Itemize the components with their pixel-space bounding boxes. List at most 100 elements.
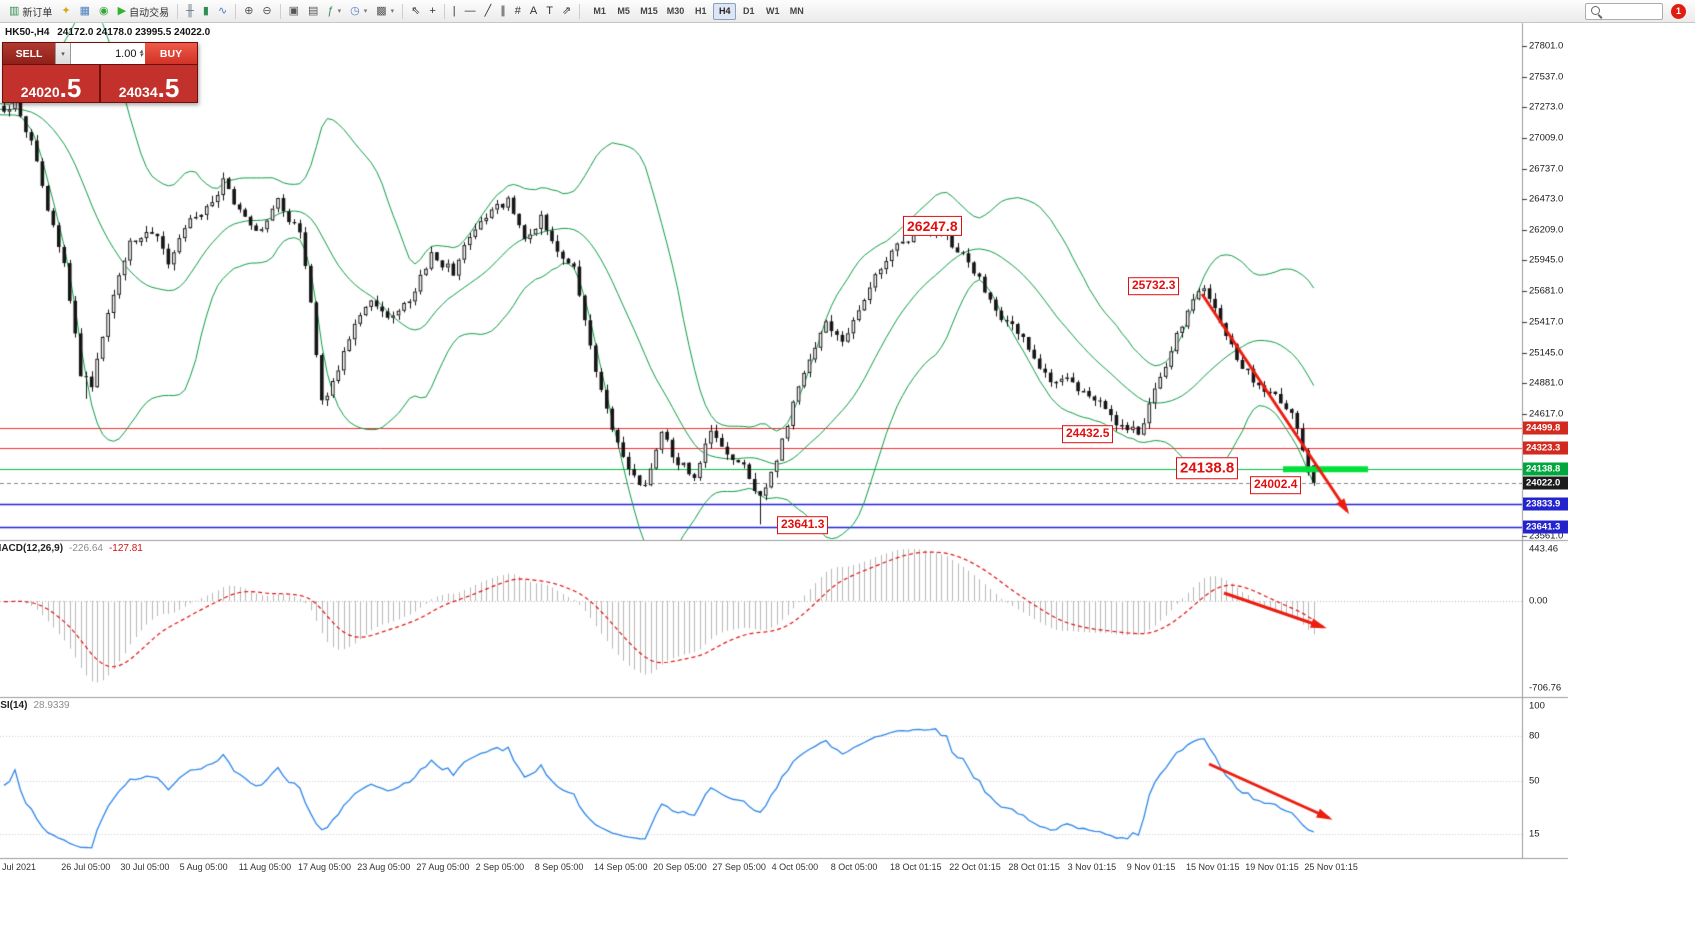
- time-axis-label: Jul 2021: [2, 862, 37, 872]
- rsi-title: RSI(14): [0, 700, 28, 711]
- templates-icon: ▩: [376, 4, 387, 17]
- timeframe-m1[interactable]: M1: [593, 6, 606, 16]
- one-click-trading-panel: SELL ▾ 1.00 ▴ ▾ BUY 24020.5 24034.5: [2, 42, 198, 103]
- sell-price[interactable]: 24020.5: [3, 65, 99, 102]
- new-order-button[interactable]: ▥ 新订单: [5, 2, 56, 21]
- arrows-tool-icon[interactable]: ⇗: [558, 2, 575, 21]
- macd-title: MACD(12,26,9): [0, 543, 64, 554]
- search-box[interactable]: [1585, 2, 1663, 20]
- sell-button[interactable]: SELL: [3, 43, 55, 64]
- dropdown-arrow-icon: ▾: [61, 50, 65, 58]
- crosshair-icon: +: [429, 4, 436, 17]
- price-axis-badge: 24138.8: [1523, 462, 1568, 476]
- zoom-in-icon: ⊕: [244, 4, 254, 17]
- zoom-out-icon[interactable]: ⊖: [258, 2, 275, 21]
- sounds-icon: ◉: [99, 4, 109, 17]
- line-chart-icon[interactable]: ∿: [214, 2, 231, 21]
- time-axis-label: 18 Oct 01:15: [890, 862, 942, 872]
- autotrade-button[interactable]: ▶ 自动交易: [114, 2, 173, 21]
- text-icon: A: [529, 4, 538, 17]
- volume-field[interactable]: 1.00 ▴ ▾: [71, 43, 145, 64]
- timeframe-w1[interactable]: W1: [765, 6, 780, 16]
- time-axis-label: 5 Aug 05:00: [179, 862, 228, 872]
- price-axis-tick: 25145.0: [1529, 347, 1564, 359]
- profiles-icon: ▦: [79, 4, 91, 17]
- timeframe-h4[interactable]: H4: [713, 2, 737, 20]
- price-axis-tick: 27009.0: [1529, 132, 1564, 144]
- spinner-up-icon[interactable]: ▴: [139, 47, 143, 55]
- fibonacci-icon[interactable]: #: [511, 2, 525, 21]
- trendline-icon[interactable]: ╱: [481, 2, 496, 21]
- price-axis-badge: 24022.0: [1523, 476, 1568, 490]
- profiles-icon[interactable]: ▦: [76, 2, 94, 21]
- price-annotation-label[interactable]: 25732.3: [1128, 277, 1180, 295]
- price-axis-tick: 25945.0: [1529, 254, 1564, 266]
- time-axis-label: 2 Sep 05:00: [475, 862, 525, 872]
- templates-icon[interactable]: ▩ ▾: [372, 2, 398, 21]
- sounds-icon[interactable]: ◉: [95, 2, 113, 21]
- cursor-icon[interactable]: ⇖: [407, 2, 424, 21]
- buy-price-big: .5: [157, 72, 180, 103]
- buy-button[interactable]: BUY: [145, 43, 197, 64]
- compass-icon[interactable]: ✦: [57, 2, 74, 21]
- rsi-axis-label: 50: [1529, 775, 1540, 787]
- price-annotation-label[interactable]: 24002.4: [1250, 476, 1302, 494]
- timeframe-m5[interactable]: M5: [617, 6, 630, 16]
- macd-label: MACD(12,26,9) -226.64 -127.81: [0, 543, 143, 554]
- toolbar-separator: [402, 3, 404, 19]
- macd-axis-label: 443.46: [1529, 543, 1559, 555]
- price-axis-tick: 26473.0: [1529, 193, 1564, 205]
- bar-chart-icon[interactable]: ╫: [182, 2, 198, 21]
- cursor-icon: ⇖: [411, 4, 421, 17]
- timeframe-toolbar: M1 M5 M15 M30 H1 H4 D1 W1 MN: [588, 2, 808, 20]
- price-axis-badge: 24499.8: [1523, 421, 1568, 434]
- price-annotation-label[interactable]: 26247.8: [903, 215, 962, 237]
- channel-icon[interactable]: ∥: [496, 2, 510, 21]
- compass-icon: ✦: [61, 4, 71, 17]
- price-annotation-label[interactable]: 24138.8: [1176, 457, 1239, 479]
- price-axis-tick: 26209.0: [1529, 224, 1564, 236]
- rsi-axis-label: 100: [1529, 700, 1545, 712]
- toolbar-separator: [579, 3, 581, 19]
- vertical-line-icon[interactable]: |: [449, 2, 460, 21]
- buy-price[interactable]: 24034.5: [101, 65, 197, 102]
- tile-windows-icon[interactable]: ▣: [285, 2, 303, 21]
- toolbar: ▥ 新订单 ✦ ▦ ◉ ▶ 自动交易 ╫ ▮ ∿ ⊕ ⊖ ▣ ▤ ƒ ▾ ◷ ▾ ▩ ▾ ⇖ + | — ╱ ∥ # A T ⇗ M1 M5 M…: [0, 0, 1695, 23]
- timeframe-m30[interactable]: M30: [666, 6, 685, 16]
- time-axis-label: 15 Nov 01:15: [1186, 862, 1240, 872]
- candlestick-chart-icon[interactable]: ▮: [199, 2, 213, 21]
- timeframe-m15[interactable]: M15: [640, 6, 658, 16]
- rsi-axis-label: 15: [1529, 828, 1540, 840]
- indicators-icon: ƒ: [327, 4, 334, 17]
- time-axis-label: 27 Sep 05:00: [712, 862, 766, 872]
- timeframe-d1[interactable]: D1: [742, 6, 755, 16]
- timeframe-h1[interactable]: H1: [694, 6, 707, 16]
- timeframe-mn[interactable]: MN: [789, 6, 804, 16]
- text-icon[interactable]: A: [526, 2, 541, 21]
- trade-controls-row: SELL ▾ 1.00 ▴ ▾ BUY: [3, 43, 197, 64]
- price-axis-tick: 25681.0: [1529, 285, 1564, 297]
- price-annotation-label[interactable]: 23641.3: [777, 516, 829, 534]
- label-icon[interactable]: T: [542, 2, 557, 21]
- arrange-windows-icon[interactable]: ▤: [304, 2, 322, 21]
- timeframe-clock-icon[interactable]: ◷ ▾: [346, 2, 371, 21]
- ohlc-values: 24172.0 24178.0 23995.5 24022.0: [57, 27, 211, 38]
- macd-axis-label: 0.00: [1529, 595, 1548, 607]
- horizontal-line-icon[interactable]: —: [461, 2, 480, 21]
- crosshair-icon[interactable]: +: [425, 2, 439, 21]
- volume-dropdown[interactable]: ▾: [55, 43, 71, 64]
- time-axis-label: 8 Sep 05:00: [534, 862, 584, 872]
- quote-header: HK50-,H4 24172.0 24178.0 23995.5 24022.0: [5, 27, 215, 38]
- rsi-axis-label: 80: [1529, 730, 1540, 742]
- time-axis-label: 22 Oct 01:15: [949, 862, 1001, 872]
- zoom-in-icon[interactable]: ⊕: [240, 2, 257, 21]
- volume-stepper[interactable]: ▴ ▾: [139, 47, 143, 59]
- search-input[interactable]: [1606, 6, 1658, 16]
- spinner-down-icon[interactable]: ▾: [139, 51, 143, 59]
- notification-badge[interactable]: 1: [1671, 3, 1686, 19]
- time-axis-label: 4 Oct 05:00: [771, 862, 819, 872]
- price-annotation-label[interactable]: 24432.5: [1062, 425, 1114, 443]
- indicators-icon[interactable]: ƒ ▾: [323, 2, 345, 21]
